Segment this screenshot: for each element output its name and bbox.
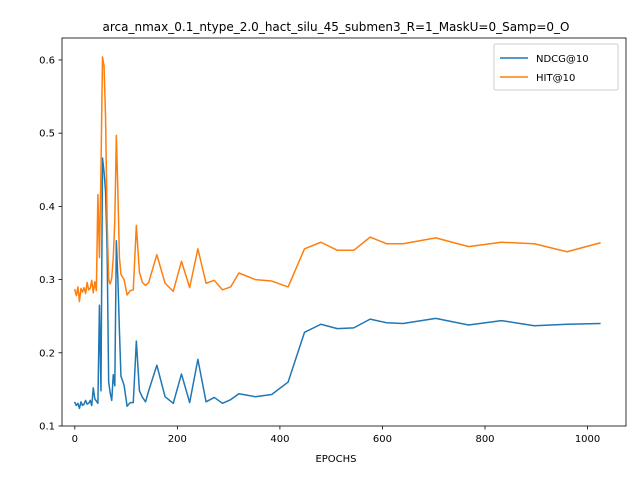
y-tick-label: 0.1 [39, 422, 55, 433]
x-axis-label: EPOCHS [315, 454, 356, 465]
x-tick-label: 600 [373, 434, 392, 445]
legend-box [493, 43, 619, 91]
series-line-hit-10 [73, 56, 601, 303]
legend: NDCG@10 HIT@10 [493, 43, 619, 91]
x-tick-label: 800 [475, 434, 494, 445]
legend-label-ndcg-10: NDCG@10 [536, 54, 589, 65]
y-tick-label: 0.4 [39, 202, 55, 213]
chart-title: arca_nmax_0.1_ntype_2.0_hact_silu_45_sub… [103, 20, 570, 34]
x-tick-label: 1000 [575, 434, 600, 445]
series-line-ndcg-10 [73, 157, 601, 410]
y-axis: 0.1 0.2 0.3 0.4 0.5 0.6 [39, 55, 62, 433]
x-axis: 0 200 400 600 800 1000 [72, 426, 600, 445]
y-tick-label: 0.3 [39, 275, 55, 286]
axes-frame [61, 37, 627, 427]
x-tick-label: 200 [168, 434, 187, 445]
y-tick-label: 0.6 [39, 55, 55, 66]
x-tick-label: 0 [72, 434, 78, 445]
y-tick-label: 0.2 [39, 348, 55, 359]
plot-area [61, 37, 627, 427]
legend-label-hit-10: HIT@10 [536, 73, 575, 84]
y-tick-label: 0.5 [39, 129, 55, 140]
x-tick-label: 400 [270, 434, 289, 445]
